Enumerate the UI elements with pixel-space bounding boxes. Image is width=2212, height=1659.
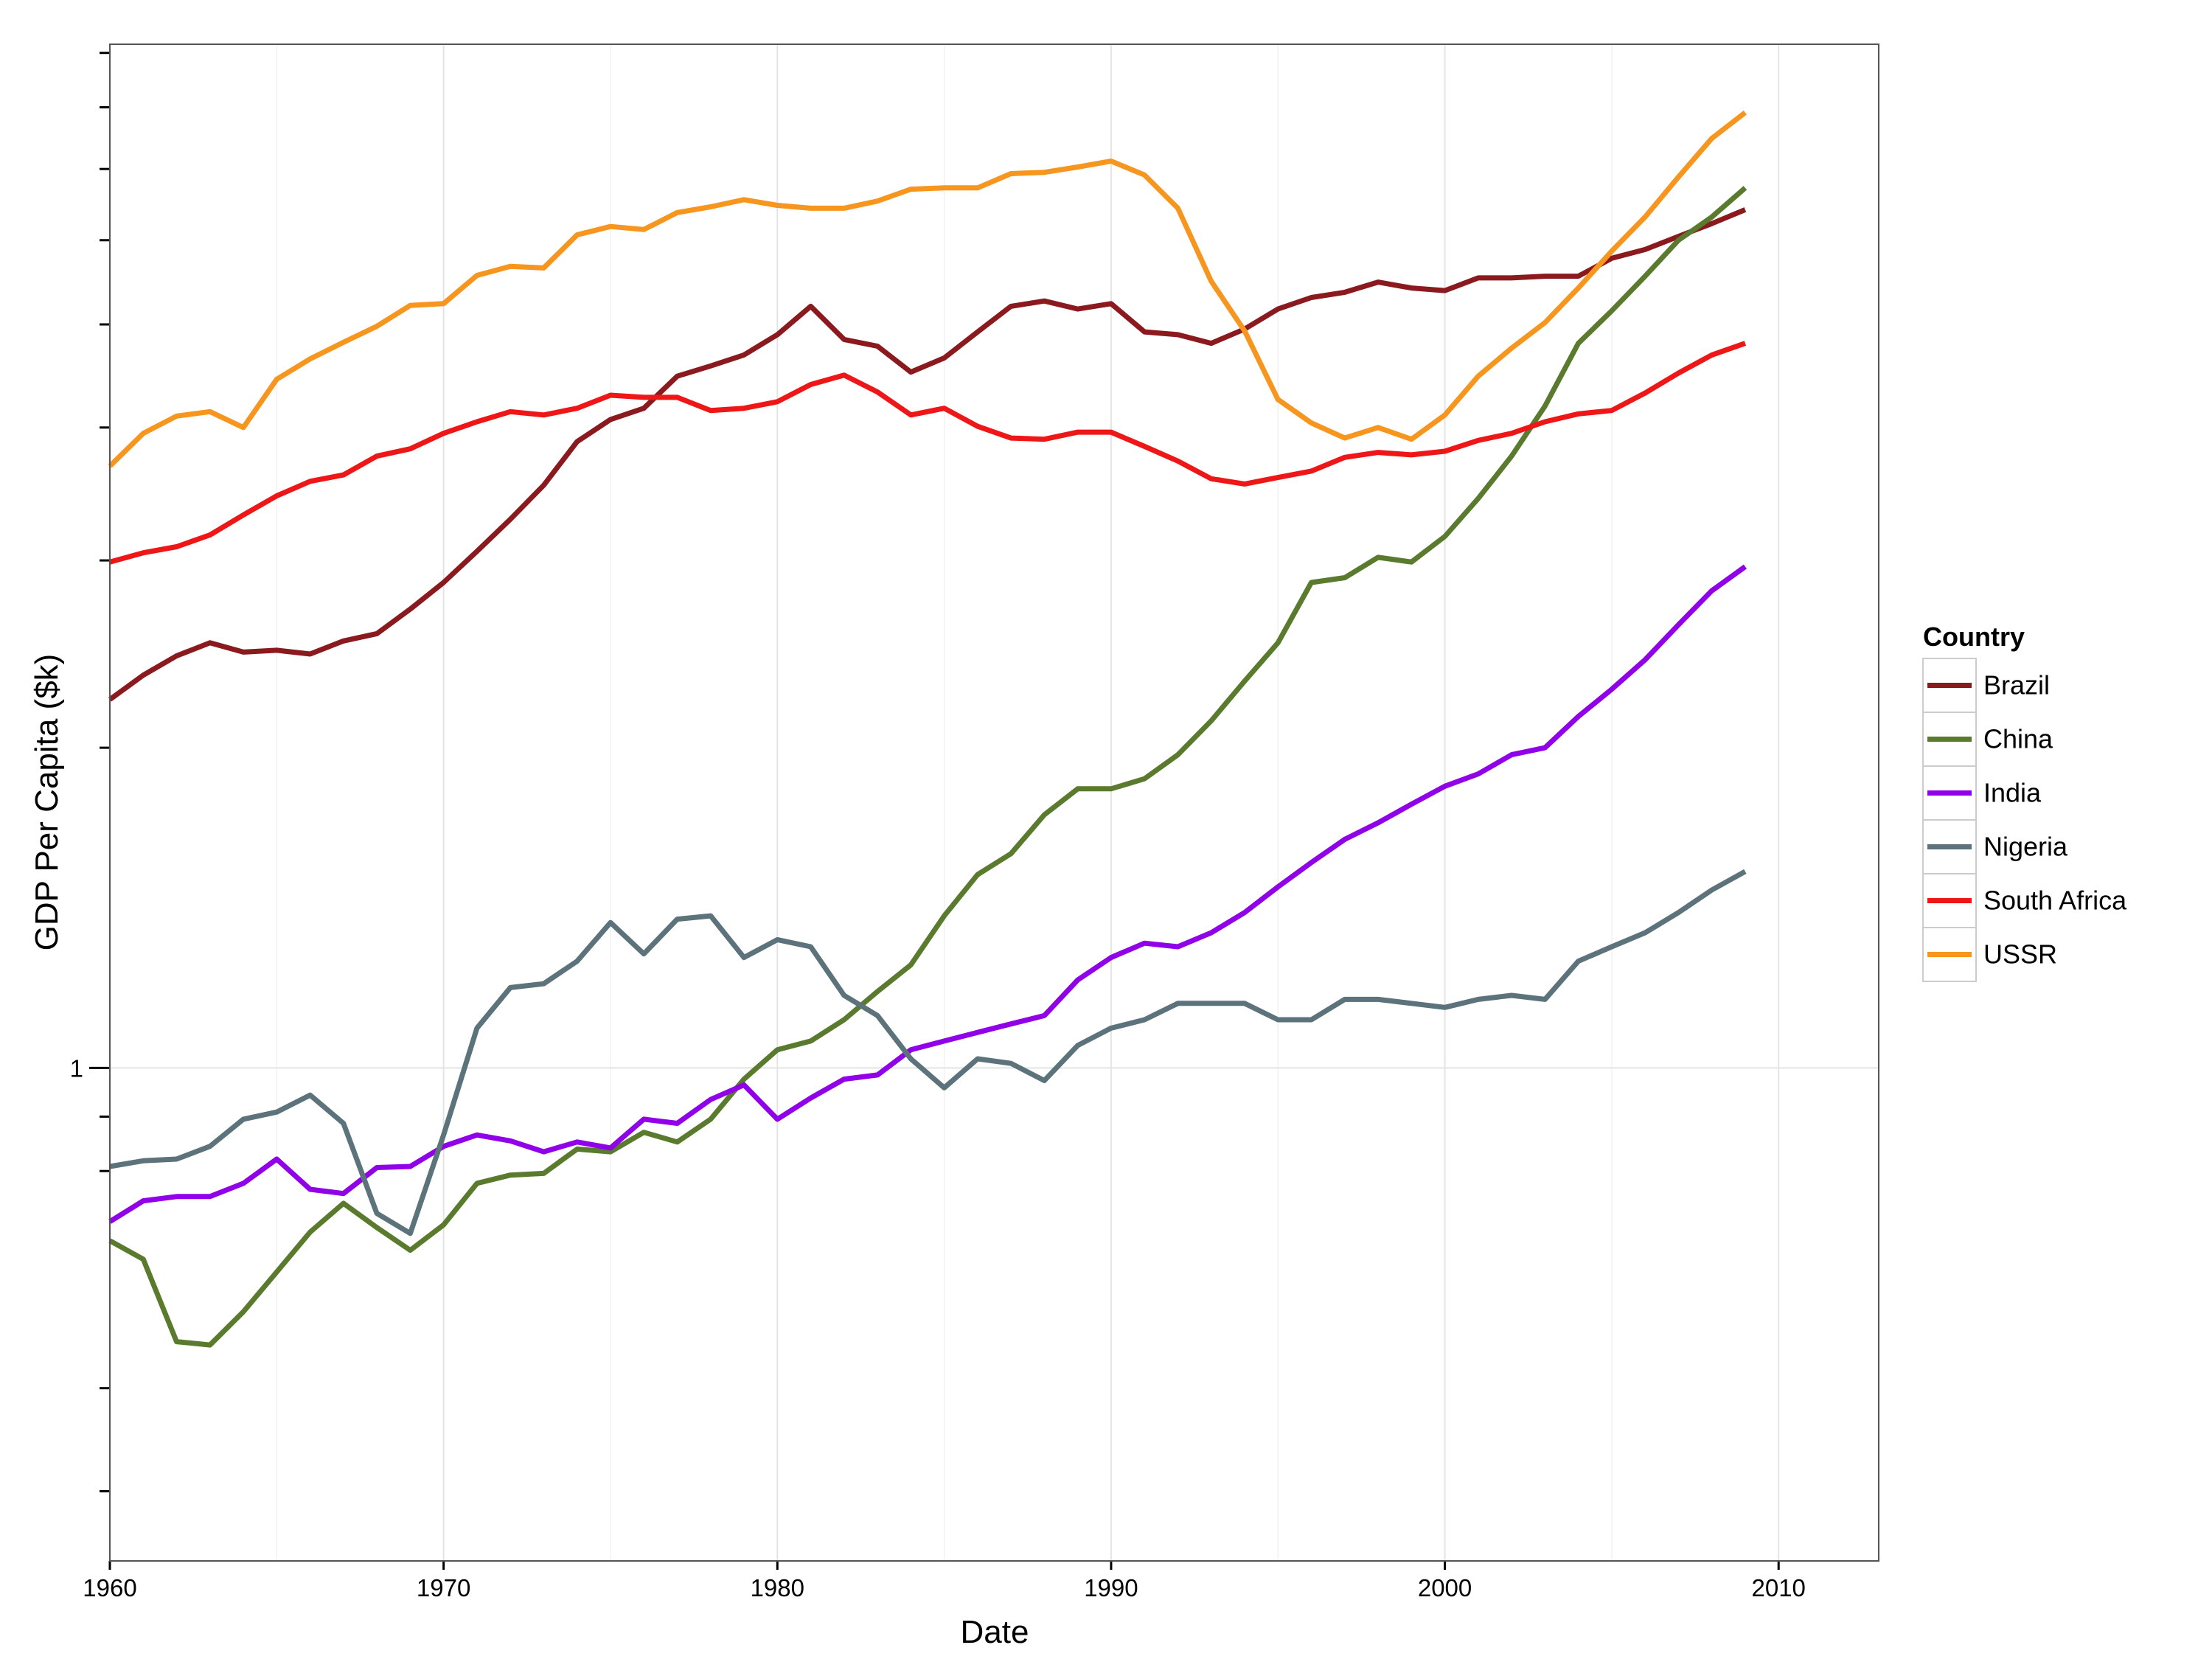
series-line — [108, 564, 1747, 1224]
x-tick-label: 1990 — [1084, 1574, 1138, 1601]
y-tick-label: 1 — [70, 1054, 83, 1082]
legend-label: Nigeria — [1983, 832, 2068, 862]
x-tick-label: 1960 — [83, 1574, 136, 1601]
legend-label: China — [1983, 724, 2053, 754]
series-line — [108, 207, 1747, 702]
legend-title: Country — [1923, 622, 2025, 652]
x-axis-title: Date — [961, 1614, 1029, 1650]
x-tick-label: 2000 — [1418, 1574, 1472, 1601]
plot-border — [109, 44, 1879, 1562]
x-tick-label: 2010 — [1751, 1574, 1805, 1601]
series-line — [108, 186, 1747, 1348]
legend-label: India — [1983, 778, 2042, 808]
series-line — [109, 869, 1747, 1237]
series-line — [109, 341, 1747, 565]
x-tick-label: 1980 — [751, 1574, 804, 1601]
legend-label: South Africa — [1983, 886, 2127, 916]
series-line — [108, 110, 1747, 468]
legend-label: Brazil — [1983, 670, 2050, 700]
y-axis-title: GDP Per Capita ($k) — [29, 654, 65, 951]
x-tick-label: 1970 — [417, 1574, 470, 1601]
legend-label: USSR — [1983, 939, 2057, 970]
